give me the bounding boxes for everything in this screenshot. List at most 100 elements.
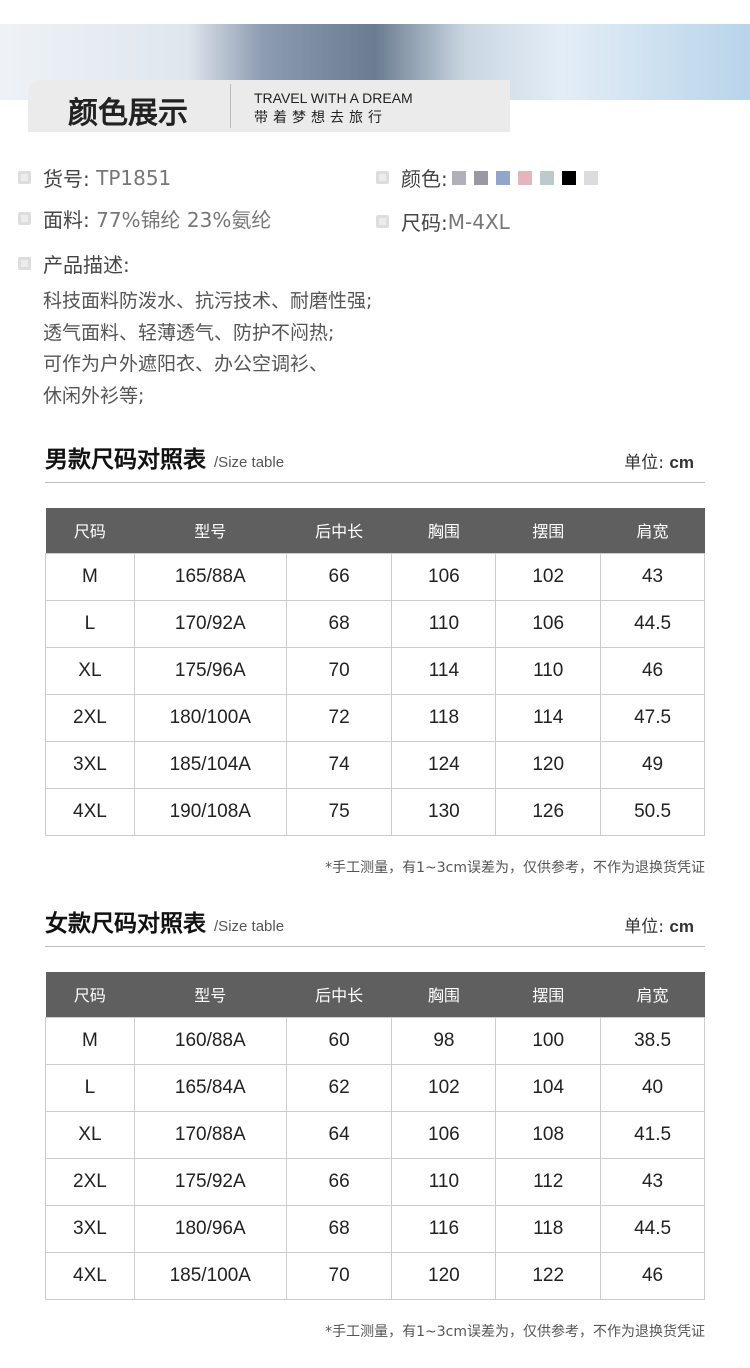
column-header: 肩宽 <box>600 972 705 1017</box>
column-header: 尺码 <box>45 508 135 553</box>
title: 女款尺码对照表 <box>45 911 206 937</box>
table-row: 4XL 185/100A 70 120 122 46 <box>45 1251 705 1300</box>
column-header: 胸围 <box>391 972 496 1017</box>
women-size-title: 女款尺码对照表 /Size table <box>45 904 284 938</box>
color-swatch[interactable] <box>451 170 466 185</box>
column-header: 型号 <box>134 972 287 1017</box>
table-cell: 98 <box>391 1016 497 1065</box>
table-cell: 120 <box>391 1251 497 1300</box>
table-cell: 130 <box>391 787 497 836</box>
table-row: 2XL 175/92A 66 110 112 43 <box>45 1157 705 1206</box>
color-swatch[interactable] <box>539 170 554 185</box>
table-cell: 190/108A <box>133 787 287 836</box>
column-header: 后中长 <box>286 972 392 1017</box>
table-row: 3XL 185/104A 74 124 120 49 <box>45 740 705 789</box>
label: 货号: <box>43 167 90 191</box>
table-row: L 165/84A 62 102 104 40 <box>45 1063 705 1112</box>
divider <box>45 946 705 947</box>
table-cell: 106 <box>391 1110 497 1159</box>
table-cell: 102 <box>391 1063 497 1112</box>
table-cell: 49 <box>600 740 705 789</box>
description-label: 产品描述: <box>18 249 130 278</box>
fabric: 面料: 77%锦纶 23%氨纶 <box>18 204 271 233</box>
table-cell: 110 <box>391 599 497 648</box>
bullet-icon <box>376 171 389 184</box>
table-cell: 114 <box>391 646 497 695</box>
table-row: 4XL 190/108A 75 130 126 50.5 <box>45 787 705 836</box>
table-row: 3XL 180/96A 68 116 118 44.5 <box>45 1204 705 1253</box>
table-cell: 185/104A <box>133 740 287 789</box>
table-cell: 120 <box>495 740 602 789</box>
table-row: M 160/88A 60 98 100 38.5 <box>45 1016 705 1065</box>
table-cell: 46 <box>600 1251 705 1300</box>
table-cell: 185/100A <box>133 1251 287 1300</box>
table-cell: L <box>45 599 135 648</box>
table-cell: 68 <box>285 1204 393 1253</box>
table-cell: 102 <box>495 552 602 601</box>
column-header: 摆围 <box>495 508 601 553</box>
color-swatch[interactable] <box>517 170 532 185</box>
table-cell: 106 <box>495 599 602 648</box>
desc-line: 透气面料、轻薄透气、防护不闷热; <box>43 321 335 344</box>
table-cell: 66 <box>285 552 393 601</box>
unit: 单位: cm <box>624 448 694 473</box>
table-cell: 118 <box>391 693 497 742</box>
desc-line: 可作为户外遮阳衣、办公空调衫、 <box>43 353 329 375</box>
item-number: 货号: TP1851 <box>18 163 171 192</box>
table-cell: L <box>45 1063 135 1112</box>
table-cell: M <box>45 552 135 601</box>
value: 77%锦纶 23%氨纶 <box>96 208 272 232</box>
bullet-icon <box>18 171 31 184</box>
table-row: M 165/88A 66 106 102 43 <box>45 552 705 601</box>
table-cell: 110 <box>391 1157 497 1206</box>
table-cell: 46 <box>600 646 705 695</box>
table-cell: 3XL <box>45 1204 135 1253</box>
table-cell: 44.5 <box>600 1204 705 1253</box>
column-header: 型号 <box>134 508 287 553</box>
table-cell: 60 <box>285 1016 393 1065</box>
size-range: 尺码: M-4XL <box>376 207 510 236</box>
desc-line: 科技面料防泼水、抗污技术、耐磨性强; <box>43 290 373 312</box>
table-cell: 66 <box>285 1157 393 1206</box>
bullet-icon <box>18 257 31 270</box>
label: 颜色: <box>401 167 448 191</box>
table-cell: 68 <box>285 599 393 648</box>
measurement-note: *手工测量，有1~3cm误差为，仅供参考，不作为退换货凭证 <box>325 860 705 876</box>
table-cell: 165/84A <box>133 1063 287 1112</box>
color-swatch[interactable] <box>473 170 488 185</box>
men-size-title: 男款尺码对照表 /Size table <box>45 440 284 474</box>
table-cell: 2XL <box>45 693 135 742</box>
table-cell: 170/88A <box>133 1110 287 1159</box>
table-cell: 100 <box>495 1016 602 1065</box>
table-row: L 170/92A 68 110 106 44.5 <box>45 599 705 648</box>
table-cell: 165/88A <box>133 552 287 601</box>
label: 面料: <box>43 208 90 232</box>
color-swatch[interactable] <box>495 170 510 185</box>
table-cell: 124 <box>391 740 497 789</box>
table-cell: 126 <box>495 787 602 836</box>
divider <box>45 482 705 483</box>
table-cell: 43 <box>600 552 705 601</box>
table-cell: 44.5 <box>600 599 705 648</box>
label: 尺码: <box>401 211 448 235</box>
unit: 单位: cm <box>624 912 694 937</box>
table-cell: 116 <box>391 1204 497 1253</box>
measurement-note: *手工测量，有1~3cm误差为，仅供参考，不作为退换货凭证 <box>325 1324 705 1340</box>
desc-line: 休闲外衫等; <box>43 384 145 407</box>
unit-label: 单位: <box>624 453 665 473</box>
table-cell: 43 <box>600 1157 705 1206</box>
subtitle: /Size table <box>214 454 285 471</box>
table-cell: 4XL <box>45 1251 135 1300</box>
table-cell: XL <box>45 646 135 695</box>
table-cell: 114 <box>495 693 602 742</box>
color-swatch[interactable] <box>561 170 576 185</box>
column-header: 肩宽 <box>600 508 705 553</box>
table-cell: 170/92A <box>133 599 287 648</box>
table-cell: 70 <box>285 1251 393 1300</box>
colors: 颜色: <box>376 163 606 192</box>
table-cell: 4XL <box>45 787 135 836</box>
table-cell: 108 <box>495 1110 602 1159</box>
table-cell: 112 <box>495 1157 602 1206</box>
table-cell: 110 <box>495 646 602 695</box>
color-swatch[interactable] <box>583 170 598 185</box>
